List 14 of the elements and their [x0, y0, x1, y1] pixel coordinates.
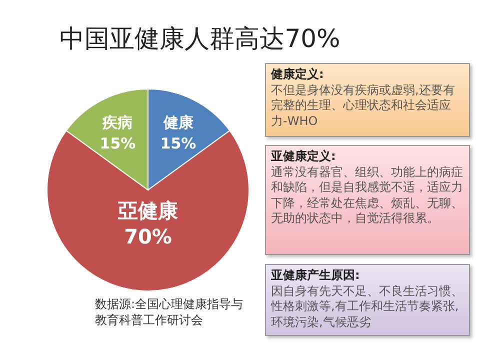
data-label: 15%	[160, 134, 196, 153]
slice-label: 亞健康	[117, 198, 179, 222]
text: 通常没有器官、组织、功能上的病症和缺陷，但是自我感觉不适，适应力下降，经常处在焦虑、烦乱、无聊、无助的状态中，自觉活得很累。	[271, 164, 464, 226]
text: 因自身有先天不足、不良生活习惯、性格刺激等,有工作和生活节奏紧张,环境污染,气候恶劣	[271, 284, 464, 330]
text: 亚健康定义:	[271, 149, 337, 164]
text: 不但是身体没有疾病或虚弱,还要有完整的生理、心理状态和社会适应力-WHO	[271, 82, 456, 129]
text: 亚健康产生原因:	[271, 268, 361, 284]
slice-label: 疾病	[102, 114, 133, 132]
data-label: 70%	[124, 224, 172, 248]
slice-label: 健康	[162, 114, 194, 132]
data-label: 15%	[100, 134, 136, 153]
text: 数据源:全国心理健康指导与教育科普工作研讨会	[95, 296, 244, 328]
text: 健康定义:	[271, 67, 325, 82]
chart-title: 中国亚健康人群高达70%	[58, 23, 342, 55]
